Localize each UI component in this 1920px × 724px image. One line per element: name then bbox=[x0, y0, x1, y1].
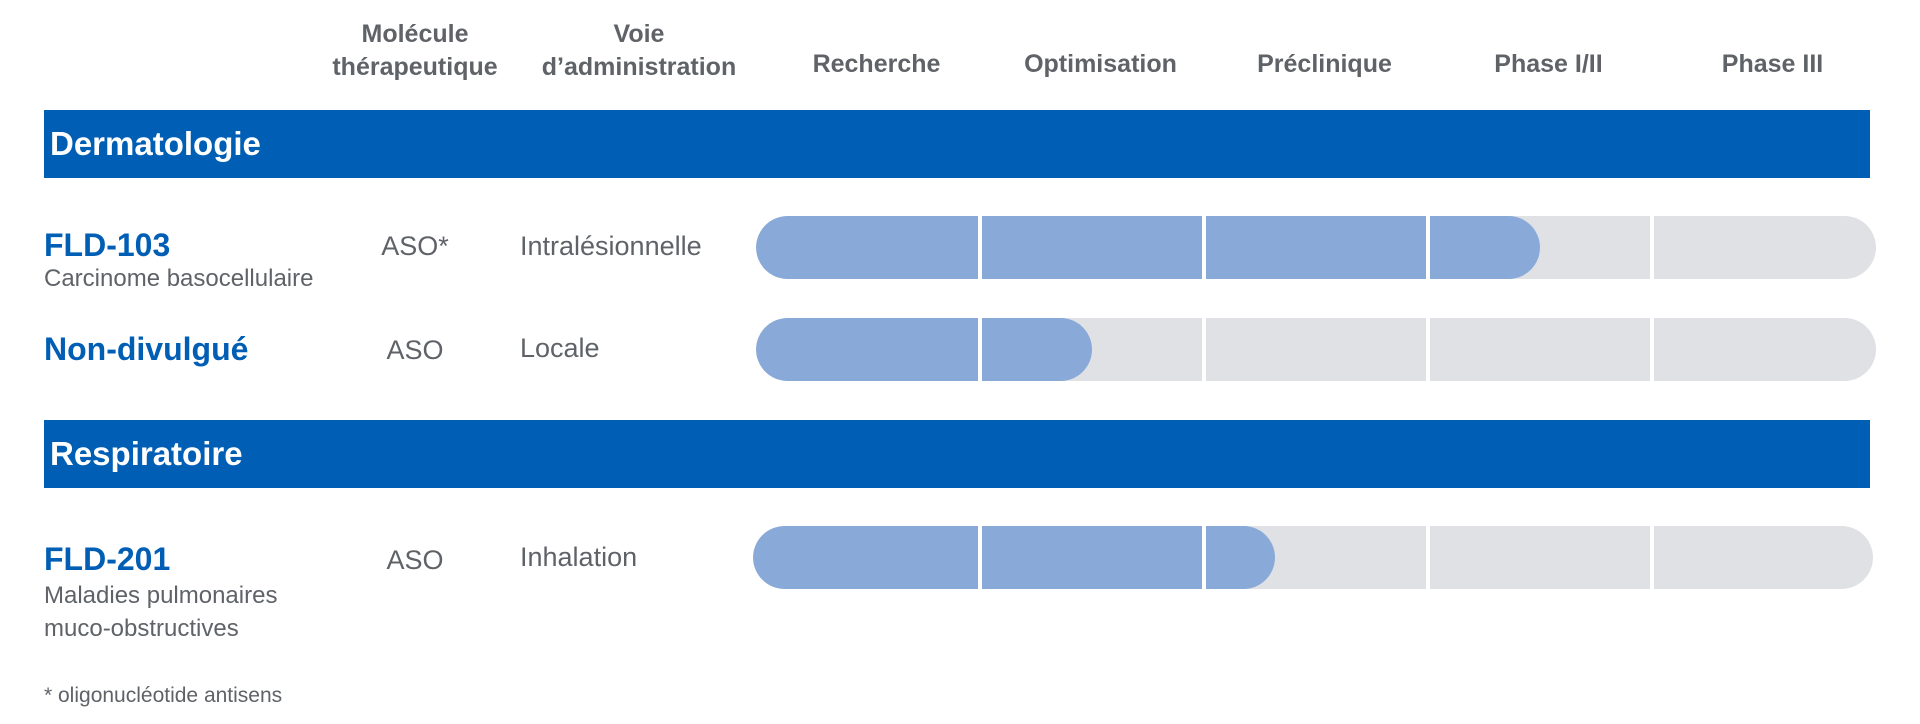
molecule-column-header: Molécule thérapeutique bbox=[320, 18, 510, 84]
phase-divider bbox=[1202, 318, 1206, 381]
route-column-header: Voie d’administration bbox=[528, 18, 750, 84]
phase-divider bbox=[978, 216, 982, 279]
route-header-line-1: Voie bbox=[613, 20, 665, 48]
molecule-header-line-1: Molécule bbox=[361, 20, 469, 48]
phase-divider bbox=[1650, 216, 1654, 279]
phase-header-recherche: Recherche bbox=[812, 50, 941, 78]
phase-divider bbox=[1426, 318, 1430, 381]
molecule-value-fld-201: ASO bbox=[386, 545, 444, 575]
product-name-fld-201: FLD-201 bbox=[44, 541, 171, 577]
route-value-non-divulgue: Locale bbox=[520, 333, 600, 363]
progress-fill bbox=[756, 318, 1092, 381]
category-bar-respiratoire: Respiratoire bbox=[44, 420, 1870, 488]
progress-fill bbox=[753, 526, 1275, 589]
category-label-respiratoire: Respiratoire bbox=[50, 435, 243, 472]
phase-divider bbox=[1202, 526, 1206, 589]
category-bar-dermatologie: Dermatologie bbox=[44, 110, 1870, 178]
footnote: * oligonucléotide antisens bbox=[44, 684, 283, 707]
route-value-fld-103: Intralésionnelle bbox=[520, 231, 702, 261]
phase-header-phase-3: Phase III bbox=[1721, 50, 1824, 78]
progress-track bbox=[756, 216, 1876, 279]
phase-header-phase-1-2: Phase I/II bbox=[1494, 50, 1603, 78]
phase-divider bbox=[1426, 216, 1430, 279]
phase-divider bbox=[1650, 526, 1654, 589]
progress-fill bbox=[756, 216, 1540, 279]
molecule-value-non-divulgue: ASO bbox=[386, 335, 444, 365]
product-indication-fld-201-line-2: muco-obstructives bbox=[44, 615, 239, 642]
category-label-dermatologie: Dermatologie bbox=[50, 125, 261, 162]
phase-divider bbox=[1426, 526, 1430, 589]
route-value-fld-201: Inhalation bbox=[520, 542, 638, 572]
product-indication-fld-201-line-1: Maladies pulmonaires bbox=[44, 582, 278, 609]
progress-track bbox=[756, 318, 1876, 381]
molecule-header-line-2: thérapeutique bbox=[332, 53, 498, 81]
product-indication-fld-103: Carcinome basocellulaire bbox=[44, 265, 314, 292]
phase-divider bbox=[978, 526, 982, 589]
phase-header-optimisation: Optimisation bbox=[1024, 50, 1177, 78]
product-name-fld-103: FLD-103 bbox=[44, 227, 171, 263]
molecule-value-fld-103: ASO* bbox=[381, 231, 449, 261]
phase-divider bbox=[978, 318, 982, 381]
progress-track bbox=[753, 526, 1873, 589]
phase-divider bbox=[1202, 216, 1206, 279]
phase-divider bbox=[1650, 318, 1654, 381]
product-name-non-divulgue: Non-divulgué bbox=[44, 331, 249, 367]
route-header-line-2: d’administration bbox=[541, 53, 737, 81]
phase-header-preclinique: Préclinique bbox=[1257, 50, 1392, 78]
